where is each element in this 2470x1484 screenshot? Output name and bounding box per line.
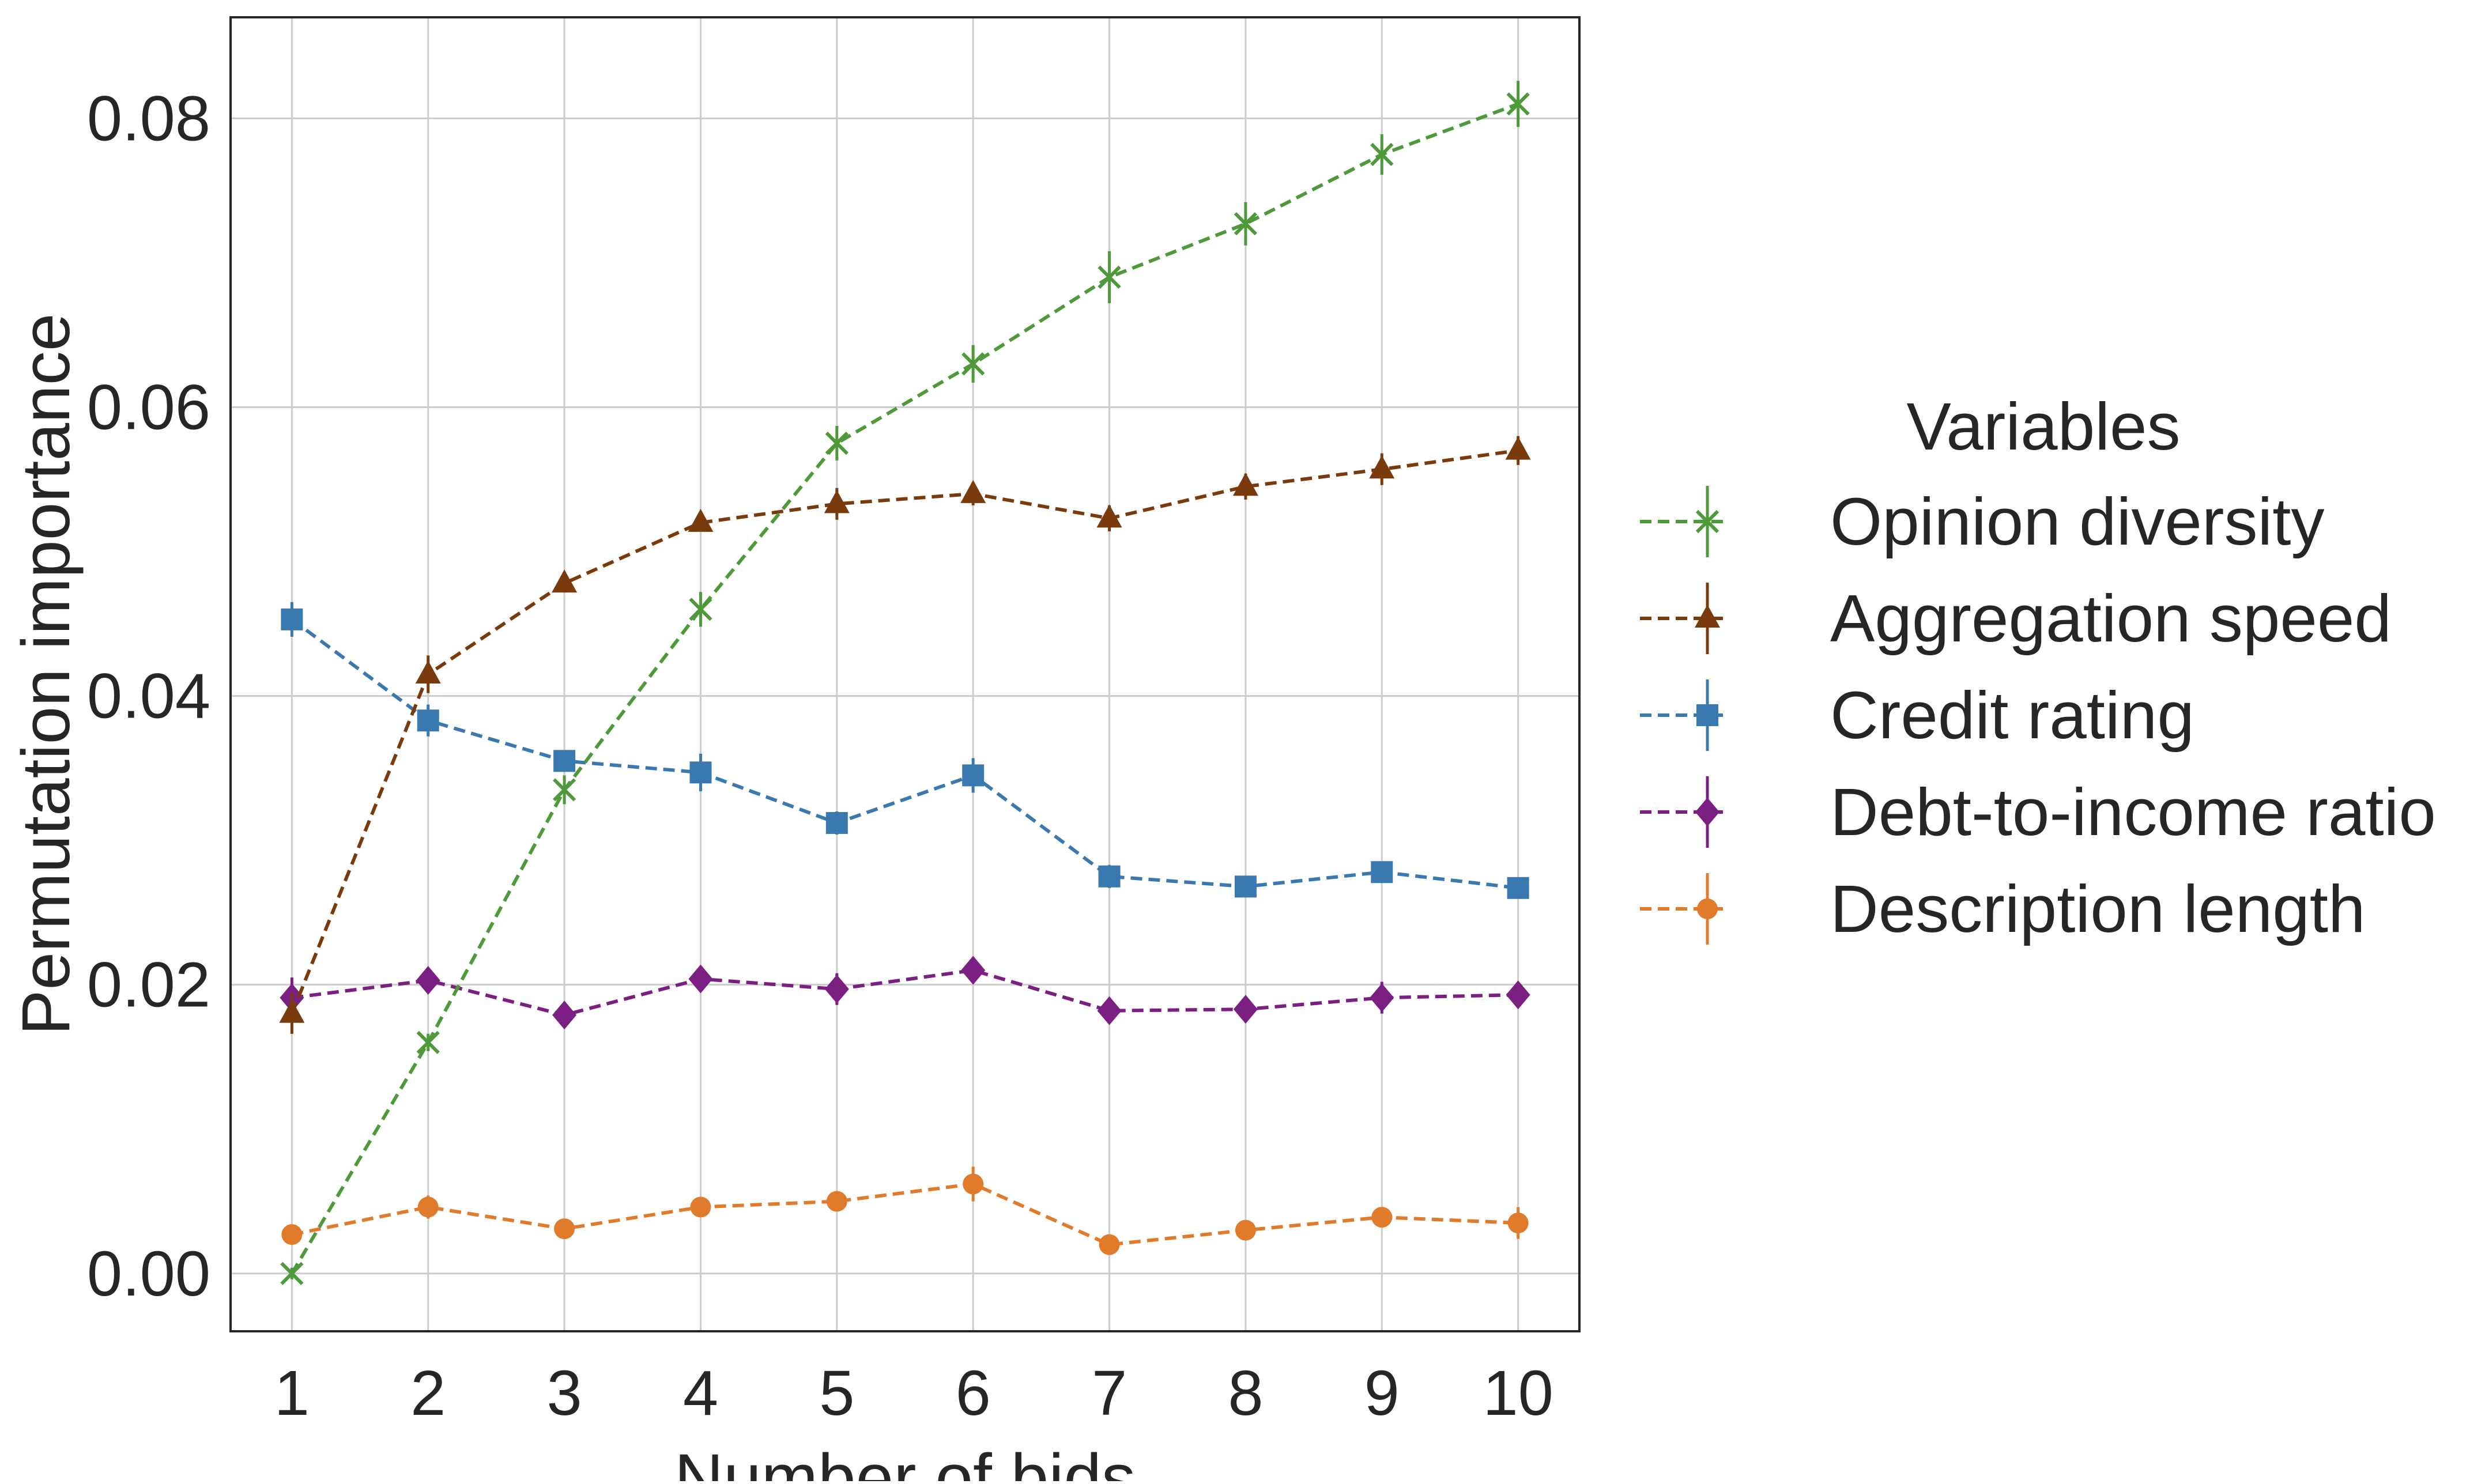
data-point — [689, 598, 712, 621]
data-point — [552, 1000, 577, 1030]
legend-item: Aggregation speed — [1640, 581, 2392, 656]
data-point — [825, 812, 848, 834]
data-point — [1234, 875, 1257, 898]
y-tick-label: 0.00 — [87, 1238, 210, 1309]
legend-marker — [1697, 898, 1718, 919]
data-point — [1507, 877, 1529, 899]
legend-item: Opinion diversity — [1640, 484, 2324, 559]
x-tick-label: 5 — [819, 1358, 854, 1429]
data-point — [1098, 865, 1121, 888]
y-tick-label: 0.06 — [87, 372, 210, 443]
data-point — [281, 608, 303, 630]
x-tick-label: 6 — [956, 1358, 991, 1429]
data-point — [552, 778, 576, 802]
x-tick-label: 9 — [1364, 1358, 1400, 1429]
data-point — [1506, 980, 1530, 1010]
series-line — [290, 102, 1519, 1275]
legend-item: Credit rating — [1640, 678, 2194, 753]
legend-label: Opinion diversity — [1830, 484, 2324, 559]
data-point — [963, 1173, 984, 1195]
x-tick-label: 7 — [1092, 1358, 1127, 1429]
data-point — [824, 975, 849, 1004]
series-line — [290, 448, 1519, 1014]
data-point — [1370, 983, 1394, 1013]
data-point — [826, 1191, 847, 1212]
data-point — [1096, 504, 1122, 528]
data-point — [962, 764, 985, 787]
data-point — [1371, 861, 1393, 883]
series-line — [291, 1182, 1518, 1247]
legend-title: Variables — [1907, 389, 2181, 464]
data-point — [960, 479, 986, 503]
data-point — [1233, 995, 1258, 1024]
data-point — [416, 1030, 440, 1055]
data-point — [416, 966, 440, 995]
legend: Variables Opinion diversity Aggregation s… — [1640, 389, 2436, 946]
legend-marker — [1695, 798, 1719, 826]
series-line — [291, 968, 1518, 1017]
data-point — [825, 431, 849, 455]
data-point — [279, 999, 305, 1023]
x-tick-label: 10 — [1483, 1358, 1553, 1429]
data-point — [690, 1196, 711, 1218]
x-axis-label: Number of bids — [674, 1440, 1136, 1481]
data-point — [688, 508, 714, 532]
legend-label: Credit rating — [1830, 678, 2194, 753]
data-point — [961, 956, 986, 985]
series-aggregation-speed — [279, 436, 1531, 1034]
series-layer — [279, 81, 1531, 1285]
data-point — [415, 660, 441, 684]
data-point — [552, 569, 578, 593]
y-axis-label: Permutation importance — [8, 314, 84, 1036]
series-debt-to-income-ratio — [280, 956, 1530, 1030]
data-point — [280, 1262, 304, 1285]
x-tick-label: 1 — [274, 1358, 310, 1429]
legend-label: Description length — [1830, 871, 2366, 946]
data-point — [1099, 1234, 1120, 1255]
data-point — [281, 1224, 303, 1245]
data-point — [1505, 436, 1531, 460]
legend-item: Debt-to-income ratio — [1640, 775, 2436, 849]
series-credit-rating — [281, 602, 1529, 899]
data-point — [1369, 455, 1395, 479]
y-tick-label: 0.04 — [87, 661, 210, 732]
data-point — [553, 750, 576, 772]
x-tick-label: 8 — [1228, 1358, 1263, 1429]
legend-marker — [1695, 509, 1719, 534]
series-line — [291, 618, 1518, 890]
series-opinion-diversity — [280, 81, 1530, 1285]
y-tick-label: 0.02 — [87, 950, 210, 1021]
data-point — [417, 1196, 439, 1218]
legend-label: Debt-to-income ratio — [1830, 775, 2436, 849]
data-point — [1232, 473, 1258, 496]
legend-marker — [1696, 704, 1718, 726]
legend-marker — [1695, 605, 1720, 628]
plot-frame — [229, 16, 1581, 1332]
tick-labels: 1 2 3 4 5 6 7 8 9 10 0.00 0.02 0.04 0.06 0.08 — [87, 83, 1553, 1429]
data-point — [1098, 265, 1121, 289]
data-point — [417, 709, 439, 732]
data-point — [961, 352, 985, 376]
legend-item: Description length — [1640, 871, 2366, 946]
x-tick-label: 3 — [546, 1358, 582, 1429]
data-point — [824, 490, 850, 513]
legend-items: Opinion diversity Aggregation speed Credit… — [1640, 484, 2436, 946]
data-point — [1097, 996, 1122, 1025]
y-tick-label: 0.08 — [87, 83, 210, 154]
x-tick-label: 2 — [410, 1358, 446, 1429]
data-point — [1507, 1213, 1529, 1234]
data-point — [1370, 142, 1394, 167]
x-tick-label: 4 — [683, 1358, 718, 1429]
data-point — [689, 761, 712, 784]
data-point — [1371, 1207, 1393, 1228]
data-point — [1235, 1219, 1256, 1241]
data-point — [1234, 212, 1258, 236]
data-point — [1506, 92, 1530, 116]
series-description-length — [281, 1166, 1529, 1255]
data-point — [688, 964, 713, 994]
legend-label: Aggregation speed — [1830, 581, 2392, 656]
data-point — [554, 1218, 575, 1240]
